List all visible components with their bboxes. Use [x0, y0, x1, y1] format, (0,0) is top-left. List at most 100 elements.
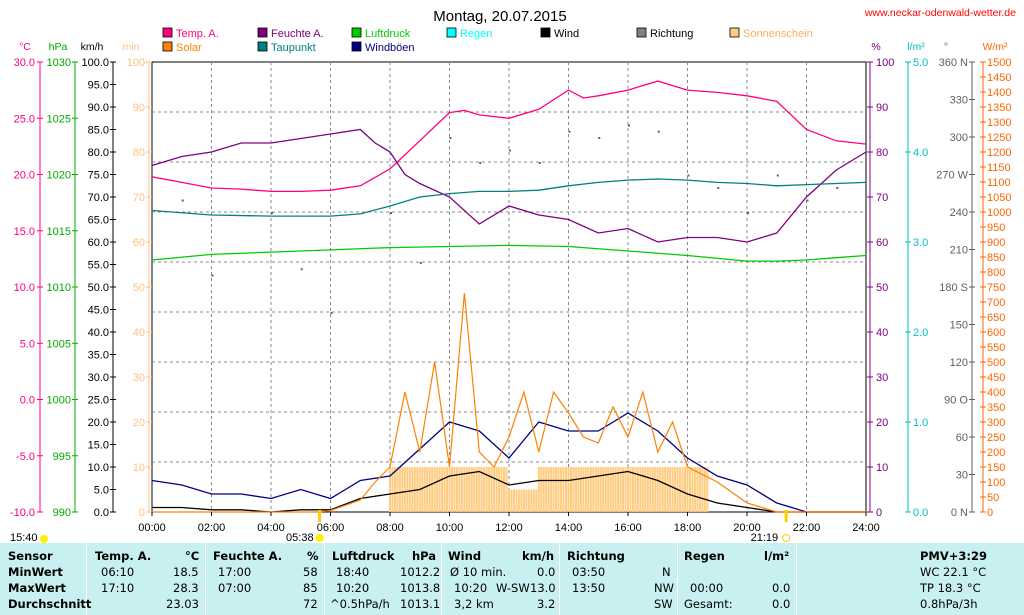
max-lp-val: 1013.8 — [400, 581, 441, 595]
max-wind-dir: W-SW — [496, 581, 530, 595]
axis-kmh-tick-label: 75.0 — [88, 170, 109, 182]
series-line-temp — [151, 80, 867, 193]
axis-dir-tick-label: 30 — [956, 470, 968, 482]
axis-kmh-tick-label: 55.0 — [88, 260, 109, 272]
axis-temp-tick-label: 0.0 — [20, 395, 35, 407]
axis-wm2-tick-label: 650 — [987, 312, 1005, 324]
richtung-point — [419, 262, 422, 264]
axis-pct-tick-label: 50 — [876, 282, 888, 294]
axis-kmh-tick-label: 70.0 — [88, 192, 109, 204]
axis-wm2-tick-label: 450 — [987, 372, 1005, 384]
x-tick-label: 08:00 — [376, 522, 404, 534]
max-feuchte-val: 85 — [303, 581, 318, 595]
sunset-icon — [782, 534, 791, 542]
stats-header-row: Sensor Temp. A. °C Feuchte A. % Luftdruc… — [0, 549, 1024, 567]
axis-hpa-tick-label: 1005 — [47, 338, 71, 350]
axis-kmh-tick-label: 85.0 — [88, 125, 109, 137]
min-lp-val: 1012.2 — [400, 565, 441, 579]
axis-wm2-tick-label: 550 — [987, 342, 1005, 354]
max-wind-val: 13.0 — [530, 581, 556, 595]
axis-wm2-tick-label: 100 — [987, 477, 1005, 489]
axis-hpa-tick-label: 1025 — [47, 113, 71, 125]
axis-wm2-tick-label: 1200 — [987, 147, 1011, 159]
site-url[interactable]: www.neckar-odenwald-wetter.de — [864, 7, 1016, 19]
series-line-luftdruck — [151, 244, 867, 262]
axis-dir-tick-label: 60 — [956, 432, 968, 444]
axis-rain-tick-label: 4.0 — [913, 147, 928, 159]
x-tick-label: 22:00 — [793, 522, 821, 534]
legend-swatch-windboeen — [351, 41, 362, 52]
legend-label-regen: Regen — [460, 28, 492, 40]
axis-hpa-tick-label: 1020 — [47, 170, 71, 182]
avg-label: Durchschnitt — [8, 597, 92, 611]
max-tp: TP 18.3 °C — [920, 581, 981, 595]
axis-kmh-tick-label: 60.0 — [88, 237, 109, 249]
axis-dir-tick-label: 360 N — [939, 57, 968, 69]
axis-hpa-unit: hPa — [49, 41, 68, 53]
min-dir-time: 03:50 — [572, 565, 606, 579]
legend-label-richtung: Richtung — [650, 28, 693, 40]
max-temp-time: 17:10 — [101, 581, 135, 595]
axis-kmh-tick-label: 20.0 — [88, 417, 109, 429]
axis-dir-tick-label: 150 — [950, 320, 968, 332]
richtung-point — [836, 187, 839, 189]
axis-kmh-tick-label: 0.0 — [94, 507, 109, 519]
axis-kmh-tick-label: 65.0 — [88, 215, 109, 227]
richtung-point — [628, 124, 630, 127]
axis-hpa-tick-label: 995 — [53, 451, 71, 463]
axis-temp-unit: °C — [19, 41, 31, 53]
min-wind-time: Ø 10 min. — [450, 565, 507, 579]
axis-dir-unit: ° — [944, 41, 948, 53]
avg-lp-val: 1013.1 — [400, 597, 441, 611]
plot-grid — [151, 61, 867, 513]
axis-kmh-tick-label: 35.0 — [88, 350, 109, 362]
axis-temp-tick-label: 10.0 — [14, 282, 35, 294]
axis-min-tick-label: 20 — [133, 417, 145, 429]
min-feuchte-val: 58 — [303, 565, 318, 579]
axis-dir-tick-label: 210 — [950, 245, 968, 257]
axis-min-tick-label: 90 — [133, 102, 145, 114]
axis-wm2-tick-label: 300 — [987, 417, 1005, 429]
richtung-point — [330, 312, 333, 314]
axis-temp-tick-label: 20.0 — [14, 170, 35, 182]
max-rain-val: 0.0 — [772, 581, 791, 595]
axis-wm2-tick-label: 600 — [987, 327, 1005, 339]
legend-label-solar: Solar — [176, 42, 202, 54]
axis-wm2-tick-label: 1400 — [987, 87, 1011, 99]
hdr-feuchte-unit: % — [307, 549, 319, 563]
avg-lp-trend: ^0.5hPa/h — [330, 597, 390, 611]
avg-dir-val: SW — [654, 597, 673, 611]
avg-rain-label: Gesamt: — [684, 597, 733, 611]
axis-hpa-tick-label: 1000 — [47, 395, 71, 407]
hdr-regen-unit: l/m² — [764, 549, 790, 563]
legend-swatch-solar — [162, 41, 173, 52]
axis-kmh-unit: km/h — [81, 41, 104, 53]
axis-wm2-tick-label: 850 — [987, 252, 1005, 264]
start-time-label: 15:40 — [10, 532, 38, 543]
legend-swatch-regen — [446, 27, 457, 38]
axis-pct-tick-label: 0 — [876, 507, 882, 519]
axis-kmh-tick-label: 45.0 — [88, 305, 109, 317]
x-tick-label: 10:00 — [436, 522, 464, 534]
axis-hpa-tick-label: 1030 — [47, 57, 71, 69]
avg-feuchte-val: 72 — [303, 597, 318, 611]
legend-label-sonne: Sonnenschein — [743, 28, 813, 40]
x-tick-label: 20:00 — [733, 522, 761, 534]
max-label: MaxWert — [8, 581, 66, 595]
richtung-point — [717, 187, 720, 189]
hdr-wind-unit: km/h — [522, 549, 555, 563]
axis-wm2-tick-label: 950 — [987, 222, 1005, 234]
stats-avg-row: Durchschnitt 23.03 72 ^0.5hPa/h 1013.1 3… — [0, 597, 1024, 615]
axis-pct-tick-label: 40 — [876, 327, 888, 339]
richtung-point — [449, 137, 452, 139]
x-tick-label: 00:00 — [138, 522, 166, 534]
axis-min-tick-label: 80 — [133, 147, 145, 159]
richtung-point — [806, 199, 809, 202]
hdr-sensor: Sensor — [8, 549, 53, 563]
axis-kmh-tick-label: 80.0 — [88, 147, 109, 159]
axis-kmh-tick-label: 15.0 — [88, 440, 109, 452]
axis-rain-tick-label: 0.0 — [913, 507, 928, 519]
legend-swatch-feuchte — [257, 27, 268, 38]
avg-rain-val: 0.0 — [772, 597, 791, 611]
axis-wm2-tick-label: 1000 — [987, 207, 1011, 219]
